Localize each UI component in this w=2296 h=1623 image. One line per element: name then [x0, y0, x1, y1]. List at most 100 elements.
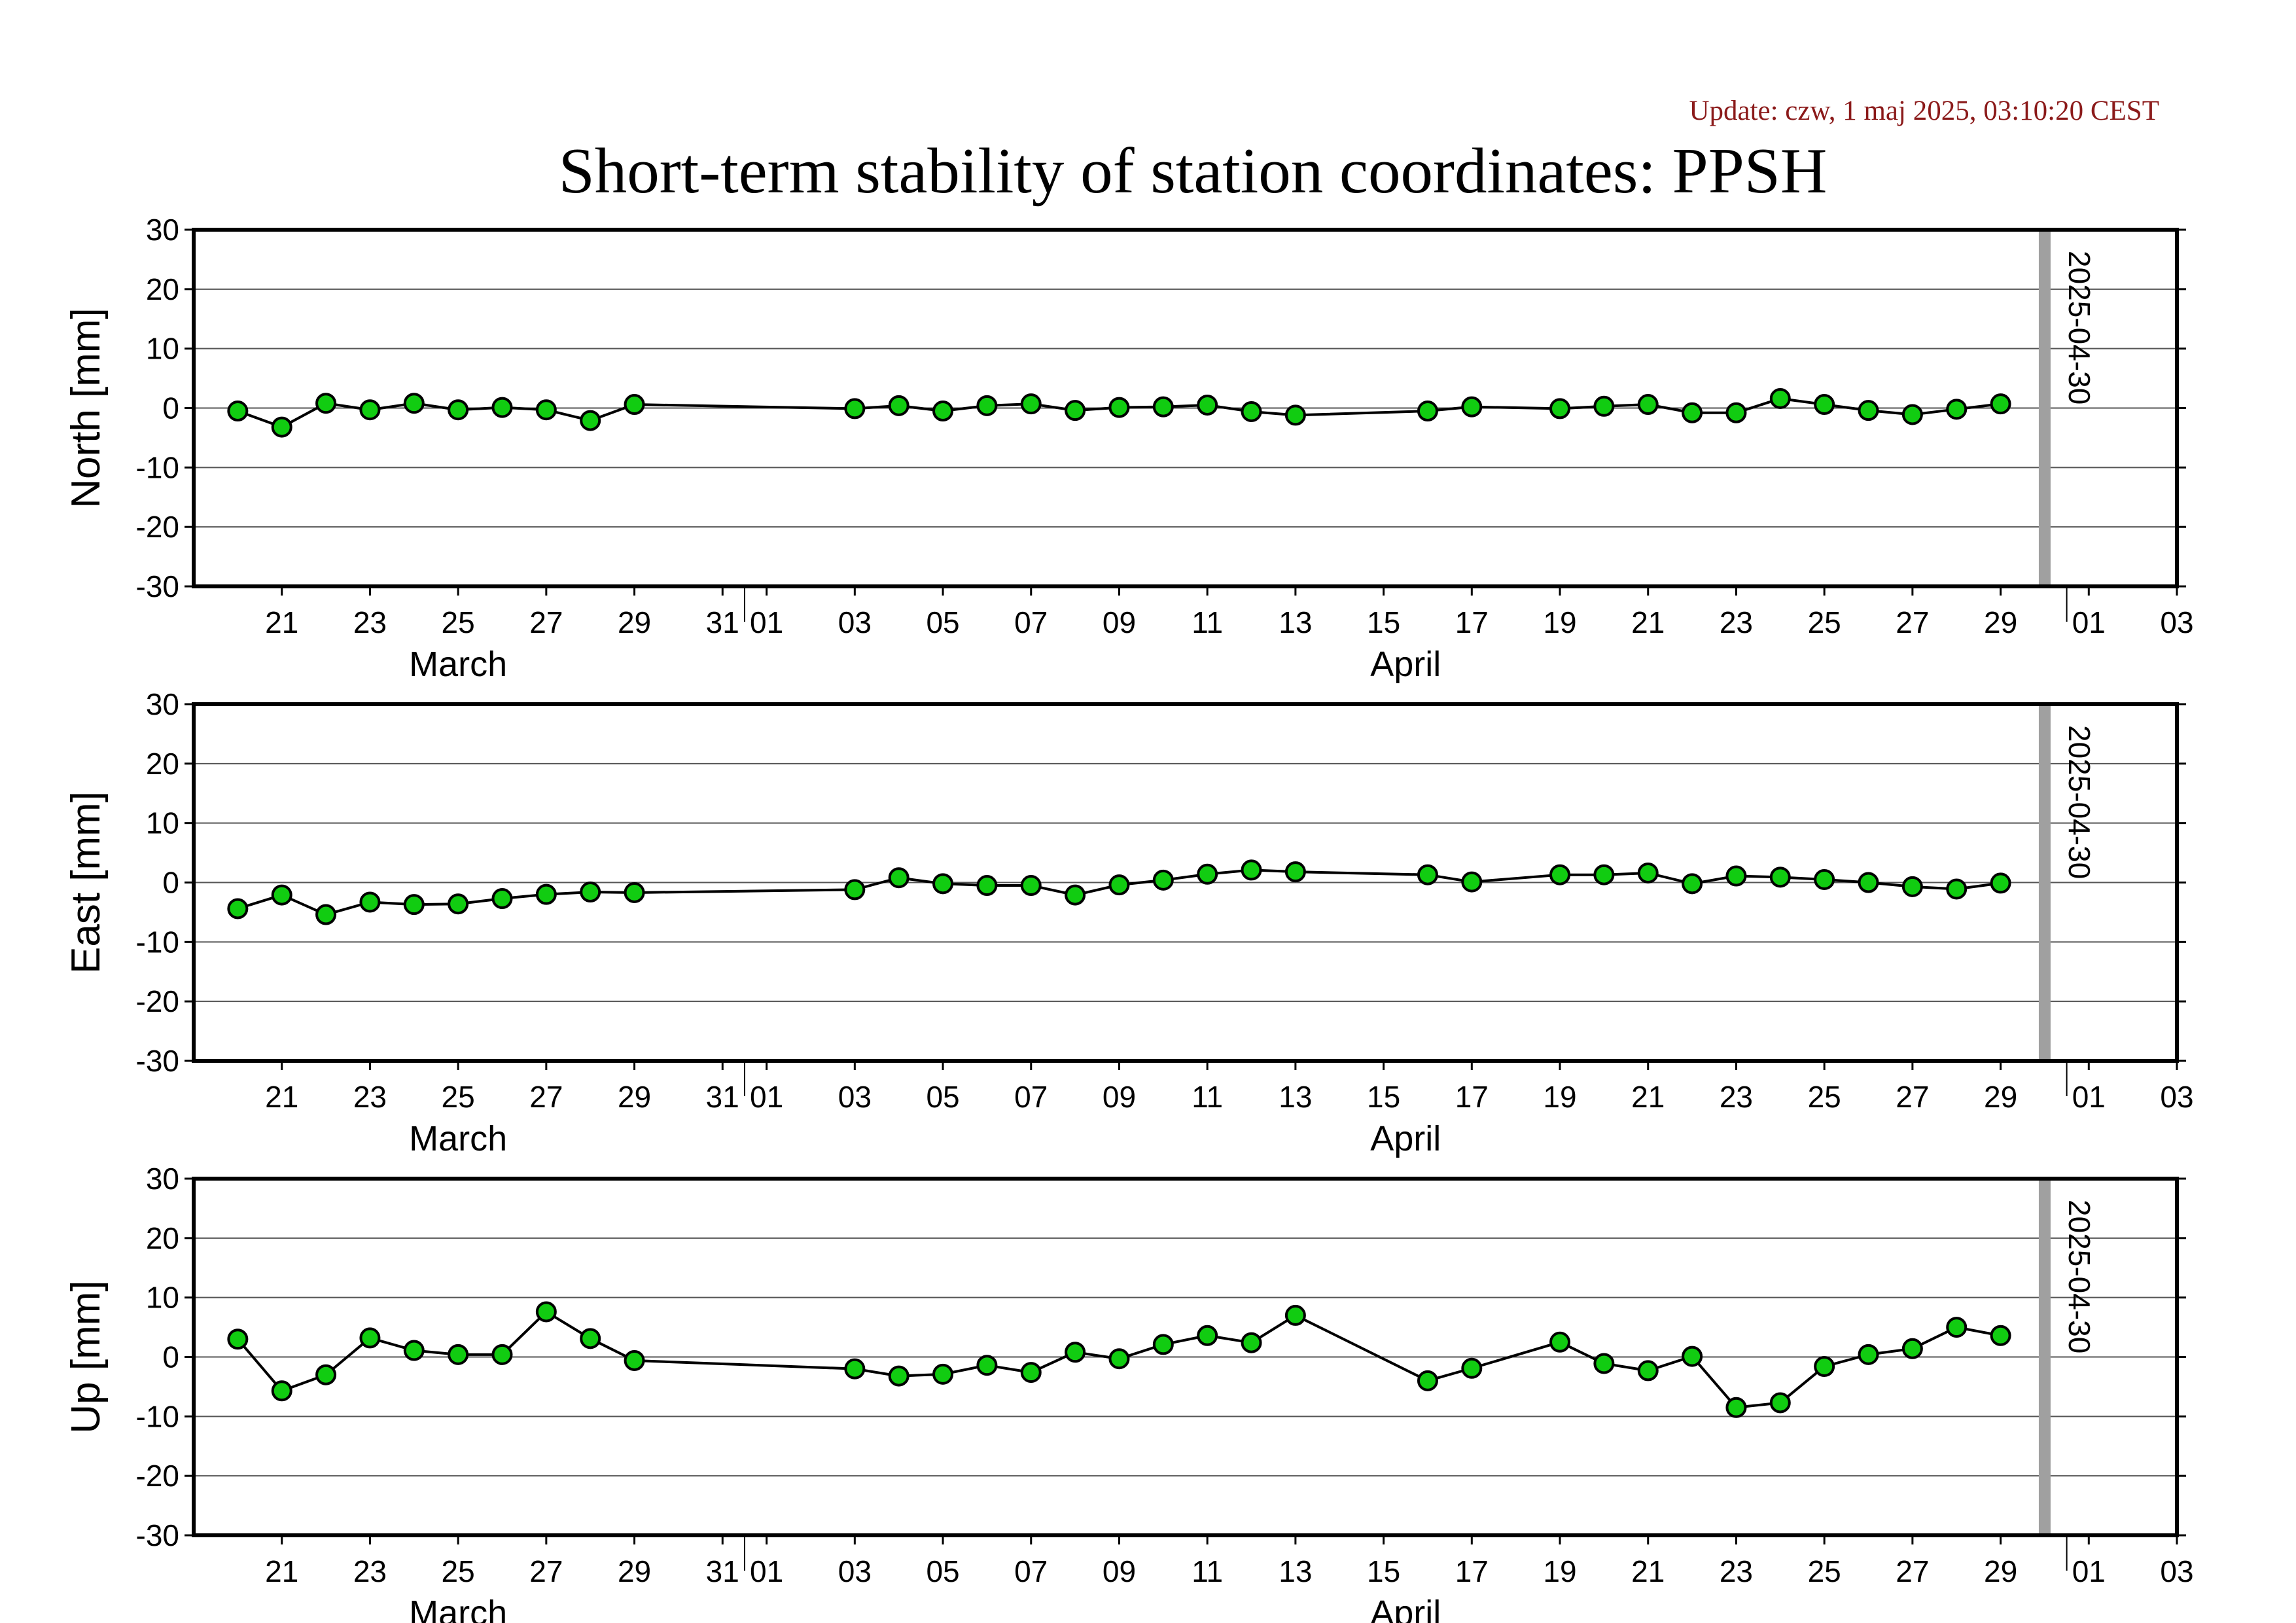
data-point: [1858, 872, 1879, 893]
data-point: [1417, 1370, 1438, 1391]
data-point: [1769, 1392, 1791, 1414]
x-tick-label: 23: [353, 605, 387, 639]
data-point: [1682, 873, 1703, 895]
data-point: [1549, 864, 1571, 885]
data-point: [1769, 866, 1791, 888]
data-point: [271, 416, 292, 438]
data-point: [227, 898, 249, 919]
x-tick-label: 27: [1896, 1554, 1929, 1588]
y-tick-label: -30: [136, 1518, 179, 1552]
x-tick-label: 05: [926, 605, 959, 639]
data-point: [315, 393, 337, 414]
series-line: [237, 868, 2001, 916]
data-point: [1461, 396, 1483, 418]
data-point: [1020, 1362, 1042, 1383]
x-tick-label: 25: [1808, 605, 1841, 639]
data-point: [1593, 864, 1615, 885]
x-tick-label: 09: [1103, 1080, 1136, 1114]
x-tick-label: 31: [706, 1080, 739, 1114]
x-tick-label: 19: [1543, 1080, 1576, 1114]
x-tick-label: 25: [1808, 1554, 1841, 1588]
x-tick-label: 21: [265, 1554, 298, 1588]
x-tick-label: 19: [1543, 605, 1576, 639]
y-tick-label: 10: [146, 1281, 179, 1315]
data-point: [1065, 400, 1086, 421]
data-point: [1461, 871, 1483, 893]
x-tick-label: 21: [1631, 1554, 1665, 1588]
panel-up: 30 20 10 0 -10 -20 -30 21 23 25 27 29 31 01 03 05 07 09 11…: [63, 1162, 2194, 1623]
y-tick-label: -30: [136, 569, 179, 603]
data-point: [932, 873, 954, 895]
month-label: April: [1370, 645, 1441, 684]
y-tick-label: -10: [136, 1399, 179, 1433]
data-point: [271, 1380, 292, 1402]
x-tick-label: 01: [2072, 605, 2106, 639]
data-point: [535, 883, 557, 905]
data-point: [491, 397, 513, 418]
y-tick-label: 10: [146, 332, 179, 366]
data-point: [1020, 393, 1042, 415]
x-tick-label: 27: [529, 605, 563, 639]
data-point: [1946, 399, 1968, 420]
data-point: [1593, 395, 1615, 417]
data-point: [1814, 394, 1835, 416]
x-tick-label: 11: [1192, 1080, 1223, 1114]
month-label: March: [409, 645, 507, 684]
x-tick-label: 31: [706, 605, 739, 639]
data-point: [624, 1349, 645, 1371]
y-tick-label: -30: [136, 1044, 179, 1078]
y-tick-label: 0: [162, 1340, 179, 1374]
x-tick-label: 19: [1543, 1554, 1576, 1588]
x-tick-label: 21: [1631, 605, 1665, 639]
month-label: April: [1370, 1594, 1441, 1623]
data-point: [403, 894, 425, 916]
data-point: [1901, 876, 1923, 897]
x-tick-label: 13: [1279, 1554, 1312, 1588]
data-point: [1241, 401, 1262, 422]
data-point: [1241, 859, 1262, 881]
data-point: [1858, 400, 1879, 421]
x-tick-label: 07: [1014, 605, 1048, 639]
data-point: [844, 879, 866, 901]
x-tick-label: 23: [353, 1080, 387, 1114]
panels: 30 20 10 0 -10 -20 -30 21 23 25 27 29 31 01 03 05 07 09 11…: [63, 213, 2194, 1623]
x-tick-label: 01: [750, 605, 783, 639]
x-tick-label: 13: [1279, 605, 1312, 639]
y-tick-label: 30: [146, 1162, 179, 1196]
x-tick-label: 13: [1279, 1080, 1312, 1114]
y-tick-label: 0: [162, 391, 179, 425]
x-tick-label: 17: [1455, 1080, 1489, 1114]
x-tick-label: 29: [1984, 1554, 2017, 1588]
data-point: [888, 1365, 910, 1387]
data-point: [1637, 862, 1659, 883]
data-point: [1152, 869, 1174, 891]
data-point: [580, 1328, 601, 1349]
data-point: [1108, 1348, 1130, 1370]
data-point: [932, 1363, 954, 1385]
data-point: [1990, 1325, 2011, 1346]
data-point: [1284, 861, 1306, 883]
data-point: [1725, 1397, 1747, 1418]
series-line: [237, 397, 2001, 429]
x-tick-label: 11: [1192, 605, 1223, 639]
x-tick-label: 03: [2160, 605, 2193, 639]
data-point: [535, 1301, 557, 1323]
data-point: [403, 393, 425, 414]
data-point: [315, 904, 337, 925]
y-axis-label: North [mm]: [63, 308, 109, 508]
x-tick-label: 15: [1367, 605, 1400, 639]
data-point: [535, 399, 557, 421]
x-tick-label: 09: [1103, 605, 1136, 639]
x-tick-label: 23: [1720, 1554, 1753, 1588]
data-point: [1593, 1353, 1615, 1374]
series-line: [236, 1310, 2001, 1409]
data-point: [448, 1344, 469, 1365]
x-tick-label: 27: [1896, 1080, 1929, 1114]
x-tick-label: 17: [1455, 605, 1489, 639]
x-tick-label: 05: [926, 1554, 959, 1588]
data-point: [1549, 398, 1571, 419]
x-tick-label: 01: [750, 1554, 783, 1588]
y-tick-label: -20: [136, 1459, 179, 1493]
data-point: [1284, 404, 1306, 426]
data-point: [1197, 394, 1218, 416]
